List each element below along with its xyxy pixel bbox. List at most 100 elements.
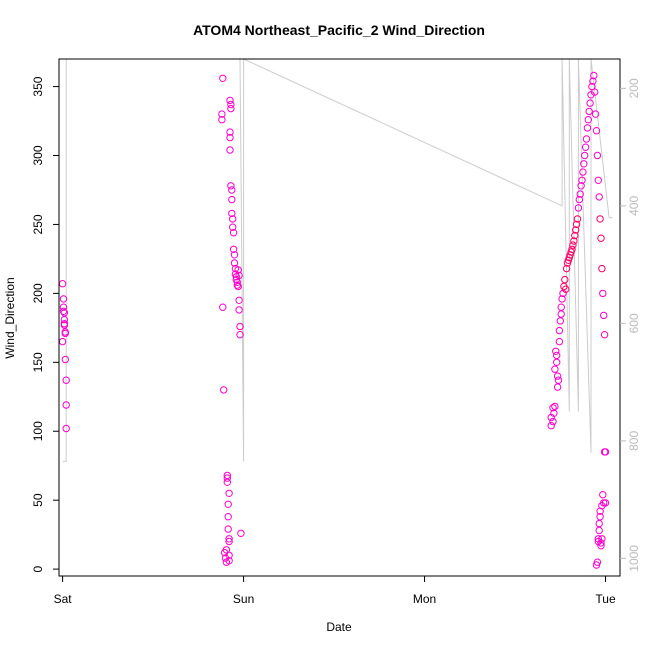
data-point <box>62 424 70 433</box>
data-point <box>224 500 232 508</box>
data-point <box>570 237 578 245</box>
data-point <box>220 386 228 394</box>
data-point <box>60 321 69 329</box>
data-point <box>595 193 603 201</box>
data-point <box>223 474 232 482</box>
data-point <box>592 127 601 135</box>
data-point <box>233 278 242 286</box>
y-tick-label: 0 <box>31 565 45 572</box>
data-point <box>230 251 239 259</box>
data-point <box>60 309 69 317</box>
data-point <box>572 226 580 234</box>
data-point <box>549 404 557 412</box>
data-point <box>569 241 577 249</box>
y2-tick-label: 600 <box>627 313 641 333</box>
data-point <box>557 310 565 318</box>
data-point <box>589 77 597 85</box>
x-tick-label: Mon <box>413 592 436 606</box>
y-axis-label: Wind_Direction <box>3 277 17 358</box>
data-point <box>595 519 603 528</box>
data-point <box>600 311 608 320</box>
y-tick-label: 100 <box>31 421 45 441</box>
data-point <box>557 303 565 311</box>
data-point <box>234 266 242 274</box>
data-point <box>600 448 609 456</box>
y-tick-label: 300 <box>31 145 45 165</box>
data-point <box>556 317 564 325</box>
data-point <box>229 229 238 237</box>
data-point <box>226 133 234 142</box>
data-point <box>552 347 560 355</box>
data-point <box>229 245 238 254</box>
data-point <box>554 376 563 384</box>
data-point <box>553 383 562 391</box>
y-tick-label: 350 <box>31 76 45 96</box>
data-point <box>233 281 242 289</box>
data-point <box>59 307 68 315</box>
data-point <box>219 74 227 83</box>
data-point <box>235 306 243 314</box>
data-point <box>593 558 602 566</box>
data-point <box>580 160 588 168</box>
plot-border <box>58 58 621 577</box>
data-point <box>229 215 237 223</box>
data-point <box>572 220 581 229</box>
data-point <box>599 289 607 298</box>
data-point <box>561 275 569 284</box>
data-point <box>58 337 67 346</box>
data-point <box>229 223 237 231</box>
data-point <box>227 100 235 109</box>
data-point <box>58 280 67 288</box>
y2-tick-label: 400 <box>627 196 641 216</box>
data-point <box>584 116 592 124</box>
data-point <box>576 190 584 198</box>
data-point <box>578 176 586 185</box>
gray-trace-line <box>62 58 613 462</box>
data-point <box>600 331 609 339</box>
data-points <box>58 71 610 569</box>
data-point <box>226 128 234 136</box>
data-point <box>62 376 70 384</box>
data-point <box>577 182 585 190</box>
data-point <box>234 282 242 291</box>
data-point <box>575 195 583 204</box>
data-point <box>596 513 604 521</box>
data-point <box>599 491 607 499</box>
x-tick-label: Tue <box>595 592 616 606</box>
data-point <box>223 478 232 486</box>
data-point <box>59 295 68 303</box>
data-point <box>581 151 589 160</box>
data-point <box>553 358 561 366</box>
y-tick-label: 150 <box>31 352 45 372</box>
data-point <box>591 110 600 118</box>
data-point <box>224 525 232 533</box>
data-point <box>226 96 234 105</box>
data-point <box>562 285 570 293</box>
data-point <box>235 271 243 280</box>
data-point <box>219 303 227 311</box>
data-point <box>594 176 602 185</box>
data-point <box>555 337 564 346</box>
y2-tick-label: 200 <box>627 78 641 98</box>
data-point <box>598 264 606 273</box>
reference-line <box>62 58 613 462</box>
data-point <box>224 513 232 521</box>
data-point <box>225 535 233 543</box>
data-point <box>237 529 245 537</box>
data-point <box>228 209 236 218</box>
data-point <box>586 99 594 107</box>
data-point <box>593 151 602 160</box>
data-point <box>59 303 68 311</box>
data-point <box>218 116 226 124</box>
data-point <box>547 422 555 430</box>
data-point <box>551 365 559 373</box>
x-tick-label: Sun <box>233 592 254 606</box>
data-point <box>61 355 70 364</box>
data-point <box>595 526 603 535</box>
data-point <box>225 551 233 559</box>
data-point <box>579 168 587 176</box>
y2-tick-label: 800 <box>627 431 641 451</box>
chart-title: ATOM4 Northeast_Pacific_2 Wind_Direction <box>193 22 485 38</box>
data-point <box>223 471 232 480</box>
